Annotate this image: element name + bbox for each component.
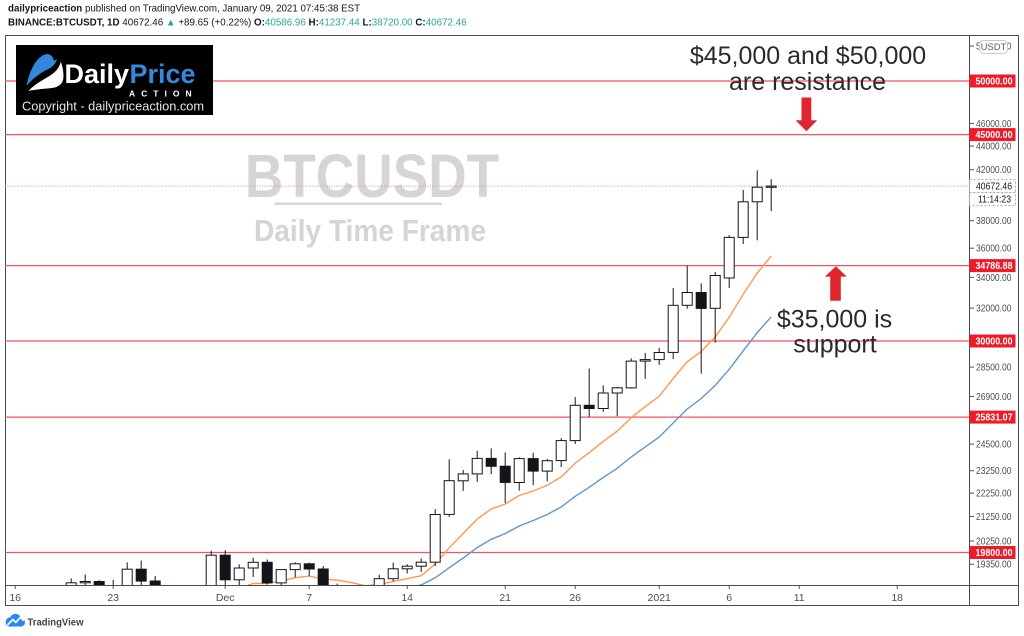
svg-text:24500.00: 24500.00 [976,439,1012,451]
svg-text:11: 11 [794,592,805,604]
svg-text:dailypriceaction published on: dailypriceaction published on TradingVie… [8,4,360,15]
svg-text:28500.00: 28500.00 [976,362,1012,374]
svg-text:USDT: USDT [981,42,1007,53]
svg-text:6: 6 [726,592,732,604]
svg-text:Daily: Daily [65,59,130,89]
svg-text:BINANCE:BTCUSDT, 1D 40672.46 ▲: BINANCE:BTCUSDT, 1D 40672.46 ▲ +89.65 (+… [8,18,467,29]
svg-text:26: 26 [569,592,581,604]
svg-text:Dec: Dec [216,592,235,604]
svg-text:50000.00: 50000.00 [976,76,1013,88]
svg-text:16: 16 [9,592,21,604]
svg-text:TradingView: TradingView [28,617,85,629]
svg-text:Price: Price [130,59,196,89]
svg-text:19350.00: 19350.00 [976,559,1012,571]
svg-text:$35,000 is: $35,000 is [777,306,892,334]
svg-text:18: 18 [891,592,903,604]
svg-text:40672.46: 40672.46 [976,181,1012,193]
svg-text:34000.00: 34000.00 [976,272,1012,284]
svg-text:20250.00: 20250.00 [976,536,1012,548]
svg-text:45000.00: 45000.00 [976,129,1013,141]
svg-text:2021: 2021 [648,592,672,604]
svg-text:21250.00: 21250.00 [976,511,1012,523]
svg-text:Copyright - dailypriceaction.c: Copyright - dailypriceaction.com [22,99,204,114]
svg-text:26900.00: 26900.00 [976,391,1012,403]
svg-text:14: 14 [401,592,413,604]
svg-text:11:14:23: 11:14:23 [978,194,1011,206]
svg-text:36000.00: 36000.00 [976,243,1012,255]
svg-text:7: 7 [306,592,312,604]
svg-text:44000.00: 44000.00 [976,141,1012,153]
svg-text:38000.00: 38000.00 [976,215,1012,227]
svg-text:BTCUSDT: BTCUSDT [245,143,499,211]
svg-text:support: support [793,331,876,359]
svg-text:32000.00: 32000.00 [976,303,1012,315]
svg-text:22250.00: 22250.00 [976,488,1012,500]
svg-text:ACTION: ACTION [129,89,198,99]
svg-text:21: 21 [499,592,511,604]
svg-text:25831.07: 25831.07 [976,412,1013,424]
svg-text:42000.00: 42000.00 [976,164,1012,176]
svg-text:30000.00: 30000.00 [976,336,1013,348]
svg-text:Daily Time Frame: Daily Time Frame [254,214,486,249]
svg-text:34786.88: 34786.88 [976,260,1013,272]
svg-text:23: 23 [107,592,119,604]
svg-text:19800.00: 19800.00 [976,547,1013,559]
svg-text:$45,000 and $50,000: $45,000 and $50,000 [690,42,926,70]
svg-text:46000.00: 46000.00 [976,118,1012,130]
svg-text:are resistance: are resistance [729,68,886,96]
svg-text:23250.00: 23250.00 [976,465,1012,477]
